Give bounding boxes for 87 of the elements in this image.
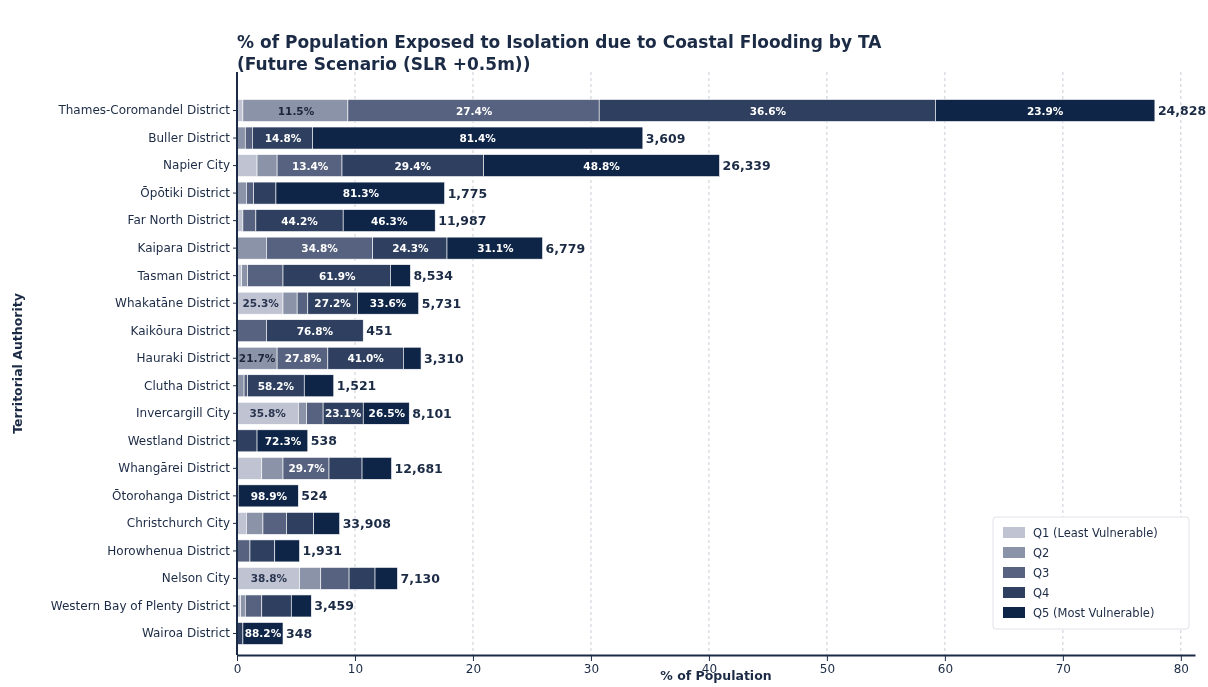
annotation: 7,130 <box>400 570 441 586</box>
y-tick-label: Kaikōura District <box>130 323 231 338</box>
y-axis-title: Territorial Authority <box>10 293 25 434</box>
chart-title: % of Population Exposed to Isolation due to Coastal Flooding by TA (Future Scenario (SLR +0.5m)) <box>237 32 883 74</box>
annotation: 451 <box>366 323 393 339</box>
annotation: 31.1% <box>477 242 515 255</box>
x-tick-label: 0 <box>233 661 242 676</box>
annotation: 29.4% <box>394 159 432 172</box>
y-tick-label: Western Bay of Plenty District <box>50 598 231 613</box>
annotation: 5,731 <box>421 295 462 311</box>
annotation: 6,779 <box>545 240 586 256</box>
y-tick-label: Christchurch City <box>126 516 230 531</box>
x-tick-label: 50 <box>819 661 836 676</box>
annotation: 72.3% <box>264 434 302 447</box>
y-tick-label: Wairoa District <box>141 626 231 641</box>
annotation: 21.7% <box>238 352 276 365</box>
annotation: 98.9% <box>250 489 288 502</box>
y-tick-label: Westland District <box>127 433 231 448</box>
annotation: 8,101 <box>412 405 452 421</box>
annotation: 38.8% <box>250 572 288 585</box>
legend-label: Q1 (Least Vulnerable) <box>1033 526 1158 540</box>
legend-label: Q4 <box>1033 586 1050 600</box>
y-tick-label: Far North District <box>127 213 231 228</box>
annotation: 12,681 <box>394 460 443 476</box>
y-tick-label: Thames-Coromandel District <box>57 103 231 118</box>
legend-label: Q2 <box>1033 546 1050 560</box>
annotation: 1,775 <box>447 185 488 201</box>
y-tick-label: Nelson City <box>161 571 230 586</box>
annotation: 81.3% <box>342 187 380 200</box>
annotation: 13.4% <box>291 159 329 172</box>
annotation: 1,521 <box>336 378 377 394</box>
annotation: 34.8% <box>301 242 339 255</box>
x-tick-label: 10 <box>347 661 364 676</box>
annotation: 48.8% <box>583 159 621 172</box>
annotation: 27.8% <box>284 352 322 365</box>
y-tick-label: Invercargill City <box>136 406 230 421</box>
annotation: 3,459 <box>314 598 354 614</box>
annotation: 29.7% <box>288 462 326 475</box>
annotation: 23.9% <box>1026 104 1064 117</box>
annotation: 88.2% <box>244 627 282 640</box>
annotation: 27.4% <box>455 104 493 117</box>
annotation: 76.8% <box>296 324 334 337</box>
y-tick-label: Napier City <box>163 158 230 173</box>
annotation: 33.6% <box>369 297 407 310</box>
annotation: 3,609 <box>645 130 686 146</box>
annotation: 26.5% <box>368 407 406 420</box>
legend-label: Q5 (Most Vulnerable) <box>1033 606 1155 620</box>
y-tick-label: Whangārei District <box>118 461 231 476</box>
annotation: 8,534 <box>413 268 454 284</box>
annotation: 14.8% <box>264 132 302 145</box>
legend-label: Q3 <box>1033 566 1050 580</box>
annotation: 44.2% <box>281 214 319 227</box>
y-tick-label: Hauraki District <box>136 351 231 366</box>
annotation: 81.4% <box>459 132 497 145</box>
y-tick-label: Buller District <box>148 130 231 145</box>
x-tick-label: 60 <box>937 661 954 676</box>
x-tick-label: 80 <box>1173 661 1189 676</box>
annotation: 25.3% <box>242 297 280 310</box>
y-tick-label: Whakatāne District <box>115 296 231 311</box>
annotation: 27.2% <box>314 297 352 310</box>
annotation: 58.2% <box>257 379 295 392</box>
annotation: 23.1% <box>324 407 362 420</box>
x-tick-label: 70 <box>1055 661 1071 676</box>
y-tick-label: Tasman District <box>136 268 231 283</box>
annotation: 41.0% <box>347 352 385 365</box>
annotation: 524 <box>301 488 328 504</box>
y-tick-label: Ōtorohanga District <box>112 488 231 503</box>
annotation: 35.8% <box>249 407 287 420</box>
y-tick-label: Ōpōtiki District <box>140 185 231 200</box>
annotation: 1,931 <box>302 543 343 559</box>
annotation: 348 <box>286 625 313 641</box>
annotation: 24.3% <box>392 242 430 255</box>
x-tick-label: 30 <box>583 661 600 676</box>
y-tick-label: Horowhenua District <box>107 543 231 558</box>
annotation: 11.5% <box>277 104 315 117</box>
annotation: 61.9% <box>319 269 356 282</box>
x-tick-label: 20 <box>465 661 482 676</box>
annotation: 11,987 <box>438 213 487 229</box>
y-tick-label: Kaipara District <box>137 240 231 255</box>
annotation: 538 <box>310 433 337 449</box>
annotation: 46.3% <box>370 214 408 227</box>
annotation: 26,339 <box>722 158 771 174</box>
y-tick-label: Clutha District <box>144 378 231 393</box>
annotation: 36.6% <box>749 104 787 117</box>
annotation: 24,828 <box>1157 103 1207 119</box>
annotation: 3,310 <box>424 350 464 366</box>
annotation: 33,908 <box>342 515 391 531</box>
